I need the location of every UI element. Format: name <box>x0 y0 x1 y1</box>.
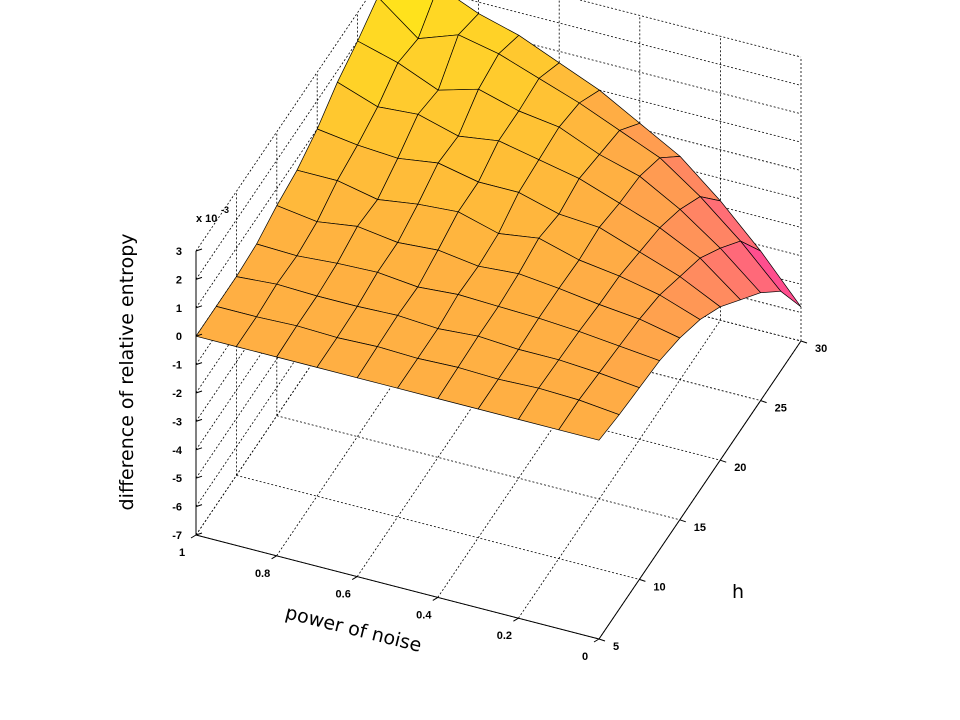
y-tick-mark <box>800 340 808 344</box>
y-tick-label: 25 <box>775 403 787 415</box>
y-tick-label: 15 <box>694 522 706 534</box>
y-tick-mark <box>639 578 646 582</box>
z-tick-mark <box>195 305 203 309</box>
z-multiplier-label: x 10 <box>196 213 217 225</box>
back-wall-grid-line <box>468 0 802 86</box>
y-tick-label: 10 <box>653 581 665 593</box>
z-tick-label: -7 <box>172 530 182 542</box>
x-tick-label: 0 <box>582 651 588 663</box>
x-tick-mark <box>593 638 600 643</box>
x-axis-label: power of noise <box>283 602 424 657</box>
z-tick-mark <box>195 276 203 280</box>
axis-line <box>195 534 600 640</box>
x-tick-label: 1 <box>179 547 185 559</box>
y-tick-mark <box>679 519 686 523</box>
floor-grid-line <box>236 475 640 580</box>
z-tick-mark <box>195 248 203 252</box>
z-tick-mark <box>195 532 203 536</box>
y-tick-mark <box>760 400 767 404</box>
z-tick-label: -1 <box>172 360 182 372</box>
z-tick-label: 3 <box>176 246 182 258</box>
y-tick-mark <box>598 638 606 642</box>
y-tick-label: 5 <box>613 641 619 653</box>
x-tick-label: 0.4 <box>416 609 432 621</box>
back-wall-grid-line <box>578 0 802 58</box>
x-tick-mark <box>432 596 439 601</box>
z-tick-mark <box>195 447 203 451</box>
z-tick-label: -2 <box>172 388 182 400</box>
z-tick-mark <box>195 333 203 337</box>
z-tick-mark <box>195 418 203 422</box>
surface-layer <box>195 0 802 441</box>
z-multiplier-exponent: -3 <box>221 205 229 215</box>
z-tick-mark <box>195 362 203 366</box>
z-tick-mark <box>195 390 203 394</box>
y-tick-label: 30 <box>815 343 827 355</box>
y-axis-label: h <box>732 581 744 603</box>
z-tick-label: -6 <box>172 502 182 514</box>
floor-grid-line <box>276 415 680 521</box>
axis-line <box>598 340 802 640</box>
surface-facet <box>558 399 620 441</box>
x-tick-mark <box>513 617 519 622</box>
z-tick-mark <box>195 504 203 508</box>
x-tick-mark <box>351 576 358 581</box>
z-tick-label: -4 <box>172 445 183 457</box>
z-tick-label: 1 <box>176 303 182 315</box>
x-tick-label: 0.2 <box>497 630 512 642</box>
y-tick-mark <box>720 459 727 463</box>
z-axis-label: difference of relative entropy <box>116 234 138 511</box>
z-tick-label: 2 <box>176 274 182 286</box>
x-tick-label: 0.8 <box>255 568 270 580</box>
z-tick-mark <box>195 475 203 479</box>
z-tick-label: -5 <box>172 473 182 485</box>
floor-grid-line <box>518 319 721 619</box>
left-wall-grid-line <box>195 0 367 252</box>
tick-layer: 10.80.60.40.20510152025303210-1-2-3-4-5-… <box>172 246 827 663</box>
x-tick-label: 0.6 <box>336 589 351 601</box>
z-tick-label: 0 <box>176 331 182 343</box>
x-tick-mark <box>271 555 277 560</box>
z-tick-label: -3 <box>172 416 182 428</box>
y-tick-label: 20 <box>734 462 746 474</box>
x-tick-mark <box>190 534 197 539</box>
